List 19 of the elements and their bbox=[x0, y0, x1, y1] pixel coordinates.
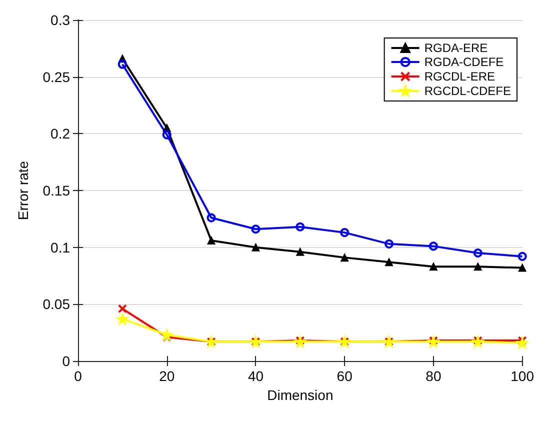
legend-label: RGCDL-ERE bbox=[424, 70, 496, 84]
y-tick-label: 0.2 bbox=[50, 126, 70, 142]
legend-label: RGDA-CDEFE bbox=[424, 55, 504, 69]
x-tick-label: 20 bbox=[159, 368, 175, 384]
legend-label: RGCDL-CDEFE bbox=[424, 84, 511, 98]
y-tick-label: 0.05 bbox=[42, 296, 70, 312]
y-tick-label: 0 bbox=[62, 353, 70, 369]
y-tick-label: 0.15 bbox=[42, 182, 70, 198]
y-tick-label: 0.3 bbox=[50, 12, 70, 28]
x-tick-label: 60 bbox=[336, 368, 353, 384]
y-tick-label: 0.1 bbox=[50, 239, 70, 256]
y-axis-title: Error rate bbox=[15, 160, 31, 220]
x-tick-label: 100 bbox=[510, 368, 534, 384]
legend-label: RGDA-ERE bbox=[424, 41, 488, 55]
x-tick-label: 0 bbox=[74, 368, 82, 384]
x-axis-title: Dimension bbox=[267, 386, 334, 403]
x-tick-label: 40 bbox=[248, 368, 264, 384]
y-tick-label: 0.25 bbox=[42, 68, 70, 85]
x-tick-label: 80 bbox=[426, 368, 442, 384]
